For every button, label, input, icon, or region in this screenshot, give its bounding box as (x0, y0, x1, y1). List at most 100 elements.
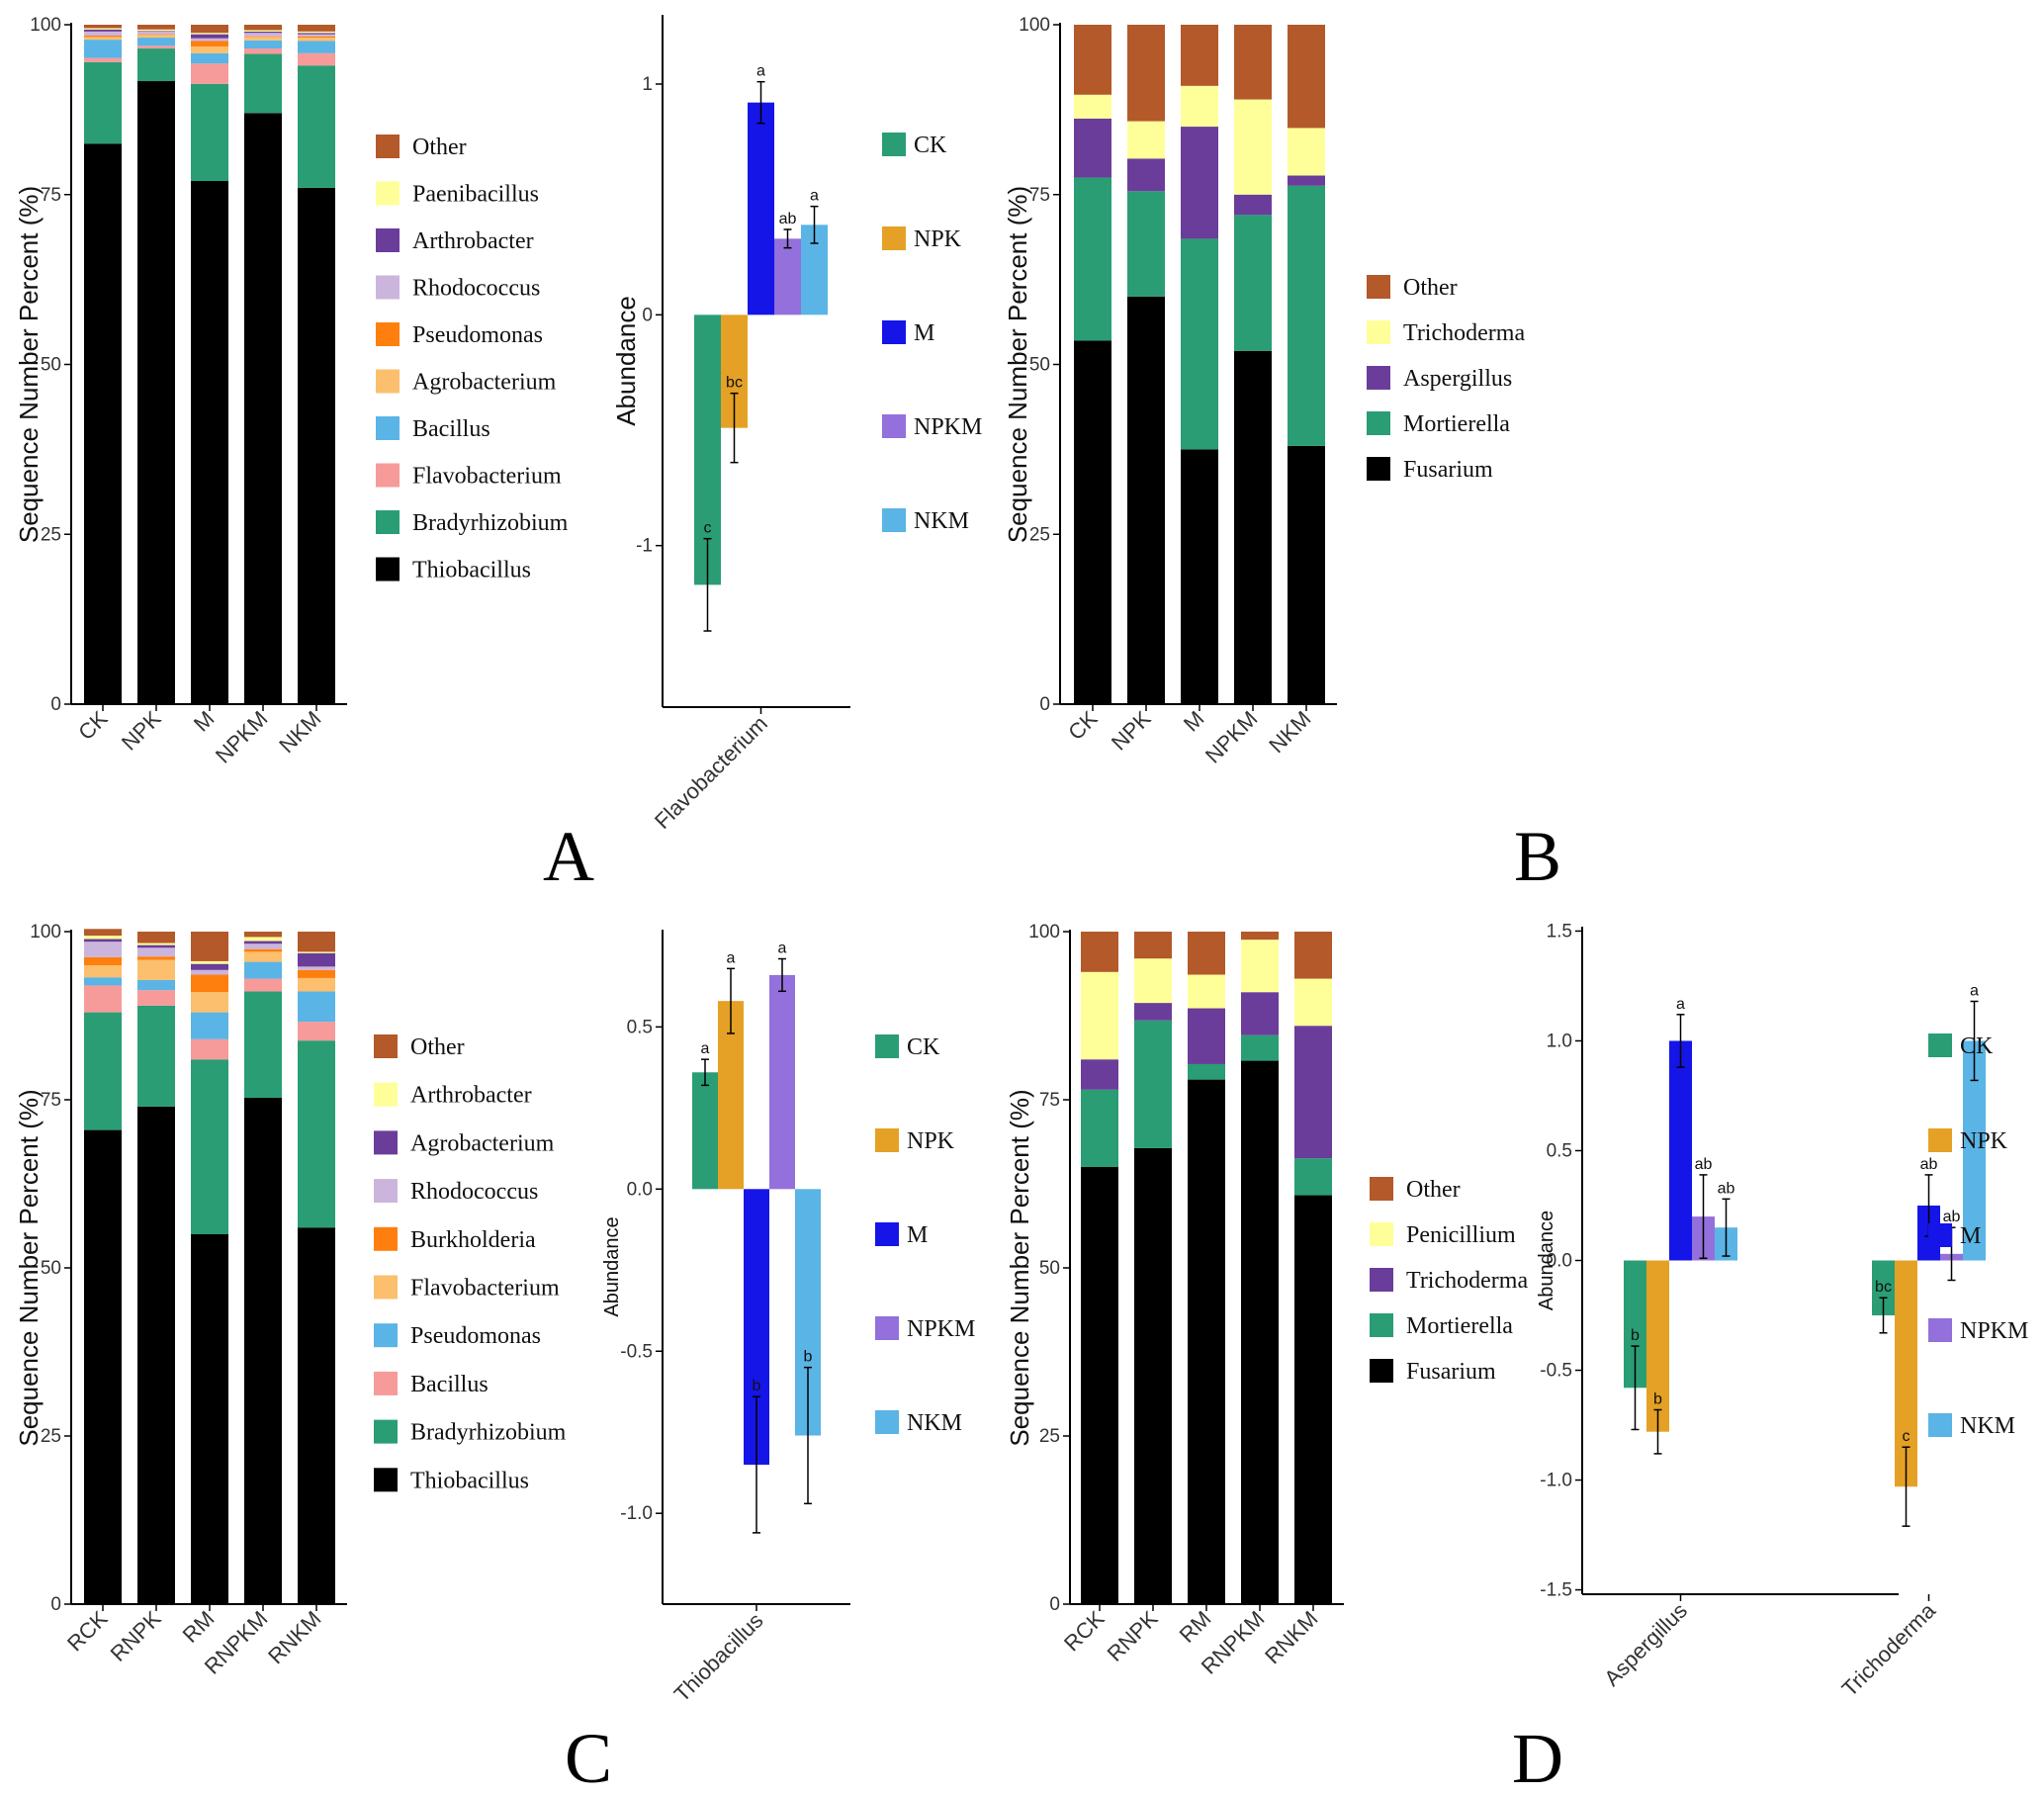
d-diff-bar-aspergillus-m (1669, 1040, 1692, 1261)
a-stack-legend-swatch-agrobacterium (376, 369, 400, 394)
d-diff-y-tick-label: 0.0 (1547, 1251, 1572, 1272)
c-diff-legend-label-m: M (907, 1222, 928, 1248)
b-stack-bar-npk-trichoderma (1127, 121, 1165, 159)
a-stack-bar-ck-pseudomonas (84, 35, 122, 38)
b-stack-bar-npk-other (1127, 25, 1165, 122)
a-diff-legend-swatch-ck (882, 133, 906, 156)
d-diff-legend-label-npkm: NPKM (1960, 1318, 2028, 1344)
a-diff-y-tick-label: -1 (636, 536, 653, 557)
a-stack-bar-npkm-agrobacterium (244, 37, 282, 41)
c-stack-bar-rck-pseudomonas (84, 977, 122, 986)
a-stack-bar-npkm-thiobacillus (244, 113, 282, 704)
a-stack-bar-ck-paenibacillus (84, 28, 122, 30)
c-stack-bar-rnpk-arthrobacter (137, 943, 175, 945)
a-stack-bar-ck-other (84, 25, 122, 29)
c-stack-bar-rnkm-bradyrhizobium (298, 1040, 335, 1228)
a-stack-bar-npk-bacillus (137, 38, 175, 46)
b-stack-bar-m-trichoderma (1181, 85, 1218, 128)
b-stack-bar-m-mortierella (1181, 238, 1218, 450)
a-diff-sig-label-flavobacterium-m: a (756, 63, 765, 80)
d-diff-legend-swatch-nkm (1928, 1413, 1952, 1437)
a-stack-bar-nkm-rhodococcus (298, 34, 335, 37)
c-stack-bar-rnpk-burkholderia (137, 956, 175, 960)
a-stack-bar-m-flavobacterium (191, 63, 228, 84)
d-diff-legend-swatch-m (1928, 1223, 1952, 1247)
c-stack-bar-rck-agrobacterium (84, 939, 122, 943)
c-diff-legend-label-npk: NPK (907, 1128, 955, 1154)
a-stack-bar-npk-arthrobacter (137, 31, 175, 32)
a-stack-y-tick-label: 50 (41, 355, 61, 376)
d-stack-bar-rnpkm-penicillium (1241, 940, 1279, 993)
a-stack-y-tick-label: 100 (30, 15, 61, 36)
b-stack-bar-npk-fusarium (1127, 296, 1165, 704)
b-stack-bar-nkm-trichoderma (1288, 128, 1325, 176)
d-stack-bar-rm-fusarium (1188, 1079, 1225, 1604)
c-stack-legend-swatch-agrobacterium (374, 1130, 398, 1155)
a-stack-bar-nkm-flavobacterium (298, 52, 335, 66)
c-diff-legend-swatch-ck (875, 1034, 899, 1058)
a-stack-bar-npkm-paenibacillus (244, 30, 282, 32)
a-stack-bar-npkm-arthrobacter (244, 31, 282, 34)
c-stack-bar-rm-agrobacterium (191, 963, 228, 970)
d-stack-bar-rnpk-fusarium (1134, 1147, 1172, 1604)
a-stack-legend-label-arthrobacter: Arthrobacter (412, 228, 534, 254)
panel-letter-a: A (543, 817, 594, 896)
a-stack-bar-nkm-paenibacillus (298, 31, 335, 34)
c-diff-legend-swatch-npk (875, 1128, 899, 1152)
a-stack-bar-m-bacillus (191, 52, 228, 64)
panel-letter-d: D (1512, 1719, 1563, 1796)
d-diff-legend-label-nkm: NKM (1960, 1413, 2015, 1439)
a-stack-bar-npk-thiobacillus (137, 81, 175, 704)
d-stack-x-label-rm: RM (1175, 1606, 1216, 1648)
c-stack-bar-rnpk-flavobacterium (137, 959, 175, 980)
a-stack-bar-ck-bradyrhizobium (84, 61, 122, 144)
b-stack-bar-npk-mortierella (1127, 191, 1165, 297)
a-diff-sig-label-flavobacterium-ck: c (704, 520, 712, 537)
a-stack-legend-label-agrobacterium: Agrobacterium (412, 370, 557, 396)
b-stack-legend-swatch-trichoderma (1367, 320, 1390, 344)
c-stack-bar-rnkm-flavobacterium (298, 977, 335, 992)
d-stack-bar-rnpkm-fusarium (1241, 1060, 1279, 1604)
a-diff-legend-label-nkm: NKM (914, 508, 969, 534)
b-stack-y-tick-label: 50 (1029, 355, 1050, 376)
c-stack-bar-rnpk-rhodococcus (137, 947, 175, 957)
d-stack-x-label-rnkm: RNKM (1260, 1606, 1322, 1668)
b-stack-bar-nkm-fusarium (1288, 445, 1325, 704)
d-stack-bar-rck-mortierella (1081, 1089, 1118, 1167)
c-stack-bar-rnpkm-other (244, 932, 282, 938)
a-stack-bar-ck-agrobacterium (84, 37, 122, 41)
b-stack-bar-npk-aspergillus (1127, 158, 1165, 192)
c-stack-bar-rnkm-burkholderia (298, 969, 335, 978)
d-stack-x-label-rnpk: RNPK (1103, 1606, 1163, 1666)
a-stack-y-tick-label: 0 (50, 694, 61, 715)
c-stack-legend-swatch-arthrobacter (374, 1082, 398, 1107)
d-stack-legend-swatch-other (1370, 1177, 1393, 1201)
c-stack-bar-rnpkm-thiobacillus (244, 1097, 282, 1604)
d-stack-bar-rnpk-trichoderma (1134, 1003, 1172, 1021)
a-stack-x-label-npk: NPK (117, 706, 166, 756)
a-stack-bar-npk-flavobacterium (137, 45, 175, 49)
a-diff-y-tick-label: 1 (642, 74, 653, 95)
c-stack-legend-swatch-thiobacillus (374, 1468, 398, 1492)
b-stack-x-label-m: M (1179, 706, 1209, 737)
a-stack-legend-label-pseudomonas: Pseudomonas (412, 322, 543, 348)
a-stack-bar-npk-other (137, 25, 175, 30)
a-stack-bar-m-rhodococcus (191, 38, 228, 42)
c-stack-bar-rm-bacillus (191, 1038, 228, 1060)
c-diff-sig-label-thiobacillus-nkm: b (804, 1349, 813, 1366)
d-stack-y-tick-label: 25 (1039, 1426, 1060, 1447)
b-stack-y-tick-label: 25 (1029, 524, 1050, 545)
a-stack-bar-npkm-bacillus (244, 40, 282, 49)
b-stack-bar-ck-mortierella (1074, 177, 1111, 341)
d-diff-legend-swatch-npkm (1928, 1318, 1952, 1342)
a-stack-bar-nkm-arthrobacter (298, 33, 335, 35)
c-stack-legend-label-burkholderia: Burkholderia (410, 1227, 536, 1253)
d-stack-legend-swatch-trichoderma (1370, 1268, 1393, 1292)
c-stack-y-tick-label: 75 (41, 1090, 61, 1111)
c-stack-bar-rck-arthrobacter (84, 936, 122, 940)
c-stack-bar-rm-pseudomonas (191, 1012, 228, 1039)
d-diff-bar-trichoderma-npk (1895, 1260, 1917, 1487)
c-stack-y-tick-label: 100 (30, 922, 61, 943)
a-diff-legend-swatch-m (882, 320, 906, 344)
d-diff-y-axis-label: Abundance (1536, 1211, 1557, 1310)
